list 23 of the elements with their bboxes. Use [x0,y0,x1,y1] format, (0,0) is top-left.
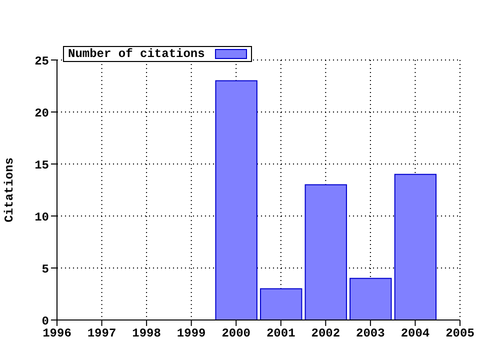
x-tick-label: 1998 [132,326,161,341]
bar [260,288,302,320]
x-tick-label: 2003 [356,326,385,341]
legend-label: Number of citations [68,47,205,61]
x-tick-label: 2002 [311,326,340,341]
x-tick-label: 1996 [42,326,72,341]
x-tick-label: 2001 [266,326,296,341]
x-tick-label: 2000 [222,326,251,341]
y-tick-label: 5 [42,262,49,276]
bar [350,278,392,320]
x-tick-label: 1999 [176,326,206,341]
y-axis-title: Citations [2,158,16,222]
bar [215,80,258,320]
y-tick-label: 25 [34,54,49,68]
y-tick-label: 0 [42,314,49,328]
x-tick-label: 2004 [400,326,430,341]
y-tick-label: 10 [34,210,49,224]
x-tick-label: 2005 [446,326,474,341]
x-tick-label: 1997 [87,326,116,341]
y-tick-label: 20 [34,106,49,120]
bar [394,174,437,320]
y-tick-label: 15 [34,158,49,172]
bar [304,184,347,320]
